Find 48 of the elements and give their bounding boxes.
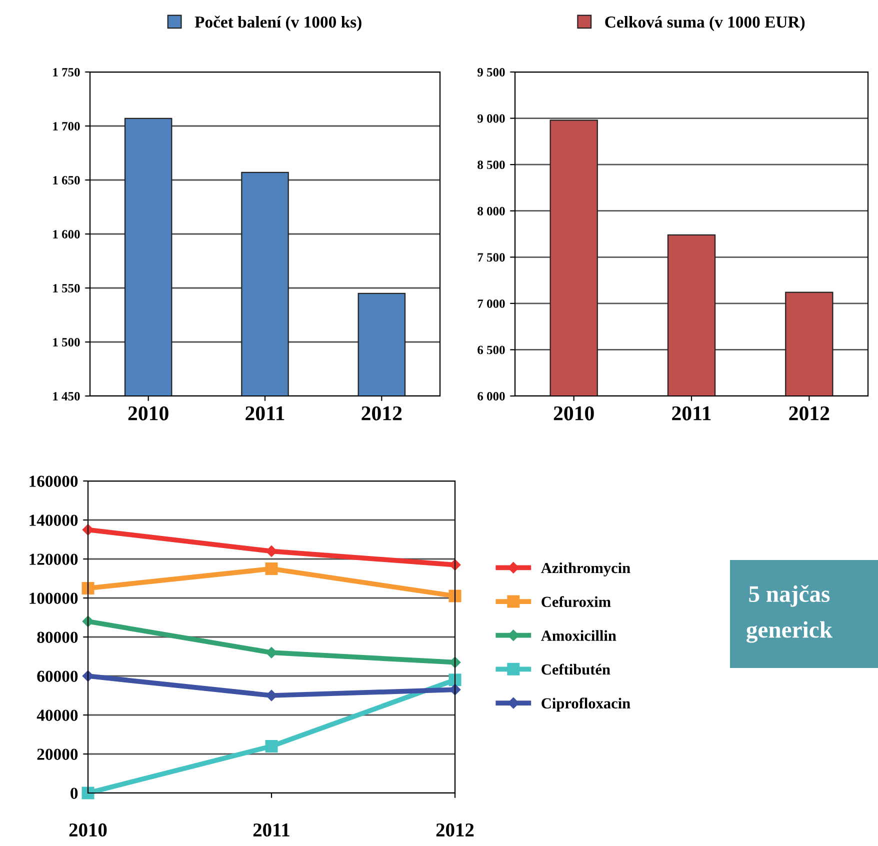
- legend-label: Počet balení (v 1000 ks): [194, 16, 362, 32]
- y-tick-label: 9 000: [477, 114, 505, 123]
- y-tick-label: 9 500: [477, 68, 505, 76]
- y-tick-label: 1 500: [53, 338, 80, 346]
- x-tick-label: 2010: [69, 823, 107, 837]
- y-tick-label: 7 500: [478, 253, 505, 262]
- point: [82, 582, 94, 594]
- y-tick-label: 1 700: [53, 122, 80, 130]
- x-tick-label: 2011: [246, 406, 284, 420]
- y-tick-label: 100000: [30, 592, 78, 604]
- point: [265, 740, 278, 752]
- y-tick-label: 1 750: [53, 68, 80, 76]
- y-tick-label: 160000: [30, 476, 78, 487]
- y-tick-label: 1 450: [53, 392, 80, 400]
- y-tick-label: 80000: [37, 632, 78, 643]
- text: generick: [746, 621, 832, 643]
- y-tick-label: 1 650: [53, 176, 80, 184]
- x-tick-label: 2012: [789, 406, 830, 420]
- x-tick-label: 2010: [128, 406, 168, 420]
- x-tick-label: 2012: [362, 406, 402, 420]
- y-tick-label: 60000: [37, 670, 78, 682]
- legend-label: Amoxicillin: [541, 630, 616, 641]
- y-tick-label: 40000: [36, 710, 78, 721]
- x-tick-label: 2012: [436, 823, 474, 837]
- legend-label: Celková suma (v 1000 EUR): [605, 16, 805, 32]
- legend-label: Azithromycin: [541, 562, 630, 576]
- x-tick-label: 2010: [554, 406, 594, 420]
- y-tick-label: 20000: [37, 748, 78, 760]
- point: [82, 786, 94, 800]
- y-tick-label: 7 000: [478, 299, 505, 308]
- y-tick-label: 140000: [30, 514, 78, 526]
- legend-label: Ciprofloxacin: [542, 698, 630, 712]
- y-tick-label: 6 500: [478, 346, 505, 354]
- y-tick-label: 0: [70, 788, 78, 799]
- x-tick-label: 2011: [672, 406, 711, 420]
- point: [448, 590, 462, 602]
- point: [265, 562, 278, 575]
- point: [448, 674, 462, 686]
- x-tick-label: 2011: [253, 823, 290, 837]
- y-tick-label: 8 500: [478, 160, 505, 170]
- y-tick-label: 1 550: [53, 284, 80, 292]
- legend-label: Ceftibutén: [542, 664, 610, 675]
- text: 5 najčas: [749, 585, 830, 607]
- y-tick-label: 6 000: [478, 392, 505, 400]
- legend-label: Cefuroxim: [542, 596, 611, 608]
- y-tick-label: 120000: [30, 554, 78, 565]
- y-tick-label: 8 000: [478, 206, 505, 216]
- y-tick-label: 1 600: [53, 230, 80, 238]
